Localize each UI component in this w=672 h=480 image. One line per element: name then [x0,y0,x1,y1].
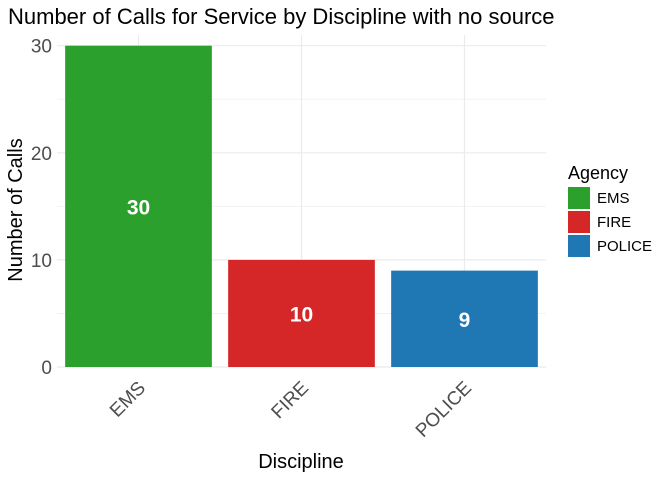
x-axis-ticks: EMS FIRE POLICE [106,378,476,442]
bars [65,45,538,367]
data-labels: 30 10 9 [127,196,471,331]
y-tick-label: 0 [41,358,52,379]
data-label-ems: 30 [127,196,150,219]
y-axis-ticks: 0 10 20 30 [31,37,52,379]
x-axis-title: Discipline [258,451,344,473]
legend-swatch-ems [568,187,590,209]
legend-label-fire: FIRE [597,214,631,231]
legend-swatch-police [568,235,590,257]
x-tick-label: EMS [106,378,150,422]
legend: Agency EMS FIRE POLICE [568,163,652,257]
legend-label-police: POLICE [597,238,652,255]
x-tick-label: FIRE [268,378,313,423]
legend-swatch-fire [568,211,590,233]
y-axis-title: Number of Calls [5,138,27,281]
y-tick-label: 10 [31,251,52,272]
bar-police [391,270,538,367]
bar-fire [228,259,375,367]
legend-label-ems: EMS [597,190,630,207]
data-label-fire: 10 [290,303,313,326]
chart-title: Number of Calls for Service by Disciplin… [8,4,555,29]
data-label-police: 9 [459,309,471,332]
y-tick-label: 30 [31,37,52,58]
x-tick-label: POLICE [412,378,476,442]
y-tick-label: 20 [31,144,52,165]
legend-title: Agency [568,163,628,183]
bar-ems [65,45,212,367]
